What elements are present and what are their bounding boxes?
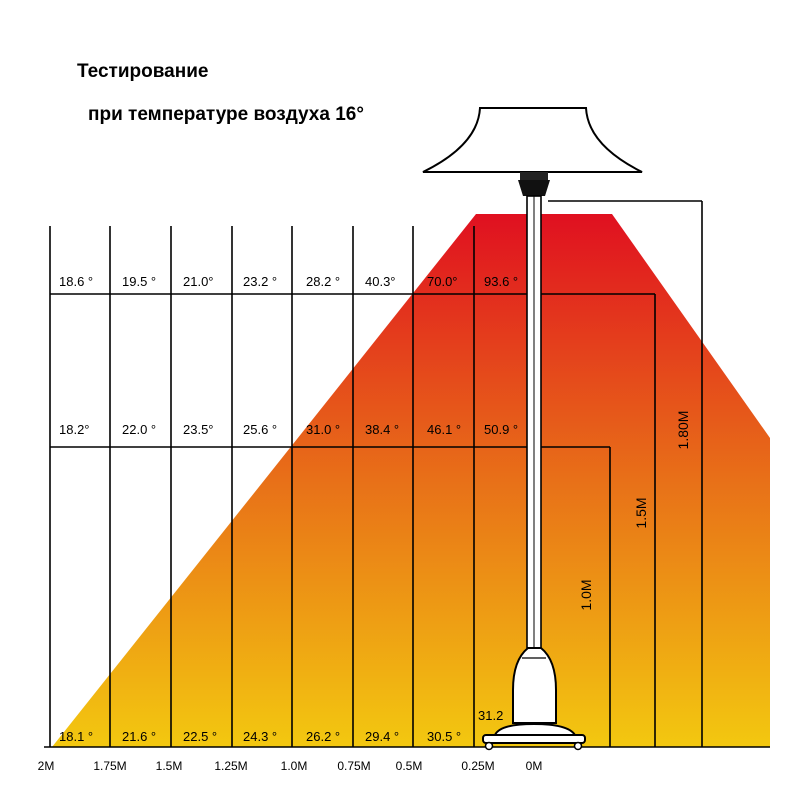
- temp-reading: 28.2 °: [306, 274, 340, 289]
- distance-label: 1.5M: [156, 759, 183, 773]
- distance-label: 1.25M: [214, 759, 247, 773]
- temp-reading: 46.1 °: [427, 422, 461, 437]
- temp-reading: 23.5°: [183, 422, 214, 437]
- readings-row-ground: 18.1 ° 21.6 ° 22.5 ° 24.3 ° 26.2 ° 29.4 …: [59, 708, 503, 744]
- temp-reading: 25.6 °: [243, 422, 277, 437]
- temp-reading: 21.0°: [183, 274, 214, 289]
- temp-reading: 29.4 °: [365, 729, 399, 744]
- distance-label: 0.75M: [337, 759, 370, 773]
- height-label-1.80m: 1.80M: [675, 411, 691, 450]
- temp-reading: 18.6 °: [59, 274, 93, 289]
- distance-label: 0M: [526, 759, 543, 773]
- temp-reading: 22.0 °: [122, 422, 156, 437]
- height-label-1.0m: 1.0M: [578, 579, 594, 610]
- distance-label: 1.0M: [281, 759, 308, 773]
- temp-reading: 70.0°: [427, 274, 458, 289]
- temp-reading: 22.5 °: [183, 729, 217, 744]
- title-line-2: при температуре воздуха 16°: [88, 104, 364, 125]
- title-line-1: Тестирование: [77, 61, 209, 82]
- temp-reading: 26.2 °: [306, 729, 340, 744]
- measurement-grid: [44, 200, 770, 748]
- temp-reading: 23.2 °: [243, 274, 277, 289]
- temp-reading: 24.3 °: [243, 729, 277, 744]
- temp-reading: 38.4 °: [365, 422, 399, 437]
- temp-reading: 18.1 °: [59, 729, 93, 744]
- height-label-1.5m: 1.5M: [633, 497, 649, 528]
- temp-reading: 40.3°: [365, 274, 396, 289]
- distance-label: 1.75M: [93, 759, 126, 773]
- temp-reading: 50.9 °: [484, 422, 518, 437]
- temp-reading: 31.0 °: [306, 422, 340, 437]
- temp-reading: 21.6 °: [122, 729, 156, 744]
- distance-label: 0.5M: [396, 759, 423, 773]
- temp-reading: 18.2°: [59, 422, 90, 437]
- distance-label: 0.25M: [461, 759, 494, 773]
- readings-row-1.5m: 18.2° 22.0 ° 23.5° 25.6 ° 31.0 ° 38.4 ° …: [59, 422, 518, 437]
- patio-heater-icon: [422, 107, 643, 751]
- temp-reading: 31.2: [478, 708, 503, 723]
- distance-axis: 2M 1.75M 1.5M 1.25M 1.0M 0.75M 0.5M 0.25…: [38, 759, 543, 773]
- temp-reading: 93.6 °: [484, 274, 518, 289]
- temp-reading: 30.5 °: [427, 729, 461, 744]
- temp-reading: 19.5 °: [122, 274, 156, 289]
- distance-label: 2M: [38, 759, 55, 773]
- readings-row-1.8m: 18.6 ° 19.5 ° 21.0° 23.2 ° 28.2 ° 40.3° …: [59, 274, 518, 289]
- height-dimensions: 1.80M 1.5M 1.0M: [578, 411, 691, 611]
